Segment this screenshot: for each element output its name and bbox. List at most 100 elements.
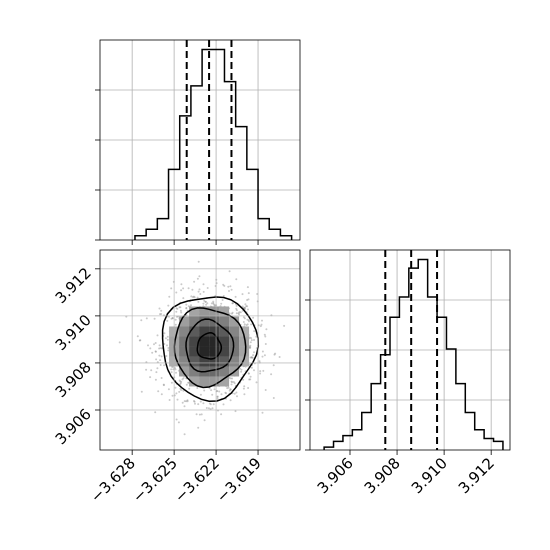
scatter-point bbox=[186, 400, 189, 403]
density-cell bbox=[179, 336, 190, 347]
density-cell bbox=[189, 326, 200, 337]
scatter-point bbox=[212, 403, 215, 406]
scatter-point bbox=[167, 304, 170, 307]
scatter-point bbox=[156, 367, 159, 370]
scatter-point bbox=[208, 402, 211, 405]
scatter-point bbox=[235, 312, 238, 315]
scatter-point bbox=[229, 399, 232, 402]
density-cell bbox=[179, 366, 190, 377]
scatter-point bbox=[197, 260, 200, 263]
scatter-point bbox=[140, 319, 143, 322]
scatter-point bbox=[247, 319, 250, 322]
density-cell bbox=[219, 336, 230, 347]
scatter-point bbox=[232, 381, 235, 383]
scatter-point bbox=[270, 373, 273, 376]
scatter-point bbox=[263, 333, 266, 336]
scatter-point bbox=[176, 307, 179, 310]
scatter-point bbox=[212, 303, 215, 306]
scatter-point bbox=[235, 309, 238, 312]
scatter-point bbox=[199, 393, 202, 396]
density-cell bbox=[199, 316, 210, 327]
scatter-point bbox=[185, 307, 188, 310]
scatter-point bbox=[198, 288, 201, 291]
scatter-point bbox=[163, 364, 166, 367]
scatter-point bbox=[147, 344, 149, 347]
scatter-point bbox=[222, 283, 225, 286]
scatter-point bbox=[243, 385, 246, 388]
scatter-point bbox=[159, 313, 161, 316]
scatter-point bbox=[213, 388, 216, 391]
scatter-point bbox=[251, 356, 254, 359]
scatter-point bbox=[168, 295, 171, 298]
scatter-point bbox=[158, 347, 161, 350]
scatter-point bbox=[199, 400, 202, 403]
scatter-point bbox=[249, 344, 252, 347]
scatter-point bbox=[164, 337, 167, 340]
scatter-point bbox=[187, 287, 190, 290]
scatter-point bbox=[230, 380, 233, 383]
scatter-point bbox=[196, 387, 199, 389]
scatter-point bbox=[248, 345, 251, 348]
scatter-point bbox=[171, 317, 174, 320]
scatter-point bbox=[261, 319, 263, 322]
scatter-point bbox=[236, 395, 238, 398]
scatter-point bbox=[261, 355, 264, 358]
scatter-point bbox=[250, 356, 253, 359]
scatter-point bbox=[209, 403, 212, 406]
scatter-point bbox=[136, 335, 139, 338]
scatter-point bbox=[183, 400, 186, 403]
scatter-point bbox=[174, 368, 177, 371]
scatter-point bbox=[178, 390, 181, 393]
scatter-point bbox=[247, 298, 250, 301]
x-tick-label: −3.625 bbox=[129, 454, 181, 506]
scatter-point bbox=[246, 305, 249, 308]
scatter-point bbox=[234, 410, 237, 413]
scatter-point bbox=[149, 376, 152, 379]
density-cell bbox=[189, 366, 200, 377]
scatter-point bbox=[188, 387, 191, 390]
scatter-point bbox=[247, 387, 250, 389]
scatter-point bbox=[249, 341, 252, 344]
scatter-point bbox=[233, 382, 236, 385]
scatter-point bbox=[166, 335, 169, 338]
scatter-point bbox=[160, 313, 163, 315]
scatter-point bbox=[191, 296, 194, 299]
scatter-point bbox=[174, 323, 177, 326]
scatter-point bbox=[170, 381, 173, 384]
scatter-point bbox=[154, 342, 157, 344]
scatter-point bbox=[224, 391, 227, 394]
marginal-x-panel bbox=[95, 39, 301, 245]
scatter-point bbox=[197, 403, 200, 406]
scatter-point bbox=[204, 300, 207, 303]
scatter-point bbox=[158, 354, 161, 357]
scatter-point bbox=[153, 343, 155, 346]
scatter-point bbox=[240, 368, 243, 371]
density-cell bbox=[239, 326, 250, 337]
scatter-point bbox=[168, 315, 170, 318]
scatter-point bbox=[243, 323, 246, 326]
scatter-point bbox=[235, 278, 238, 281]
scatter-point bbox=[197, 426, 200, 429]
scatter-point bbox=[245, 324, 248, 327]
y-tick-label: 3.910 bbox=[52, 311, 95, 354]
scatter-point bbox=[243, 306, 246, 309]
scatter-point bbox=[162, 384, 165, 387]
scatter-point bbox=[171, 317, 174, 319]
panel-frame bbox=[99, 249, 301, 451]
scatter-point bbox=[175, 310, 178, 313]
scatter-point bbox=[220, 413, 223, 416]
scatter-point bbox=[182, 377, 185, 380]
scatter-point bbox=[154, 350, 157, 353]
scatter-point bbox=[179, 309, 182, 312]
scatter-point bbox=[183, 433, 186, 436]
scatter-point bbox=[202, 302, 205, 305]
scatter-point bbox=[179, 387, 182, 390]
scatter-point bbox=[155, 371, 158, 374]
scatter-point bbox=[221, 299, 224, 301]
scatter-point bbox=[154, 350, 157, 353]
scatter-point bbox=[262, 369, 265, 372]
scatter-point bbox=[179, 382, 182, 385]
scatter-point bbox=[253, 330, 256, 333]
scatter-point bbox=[255, 381, 258, 384]
scatter-point bbox=[223, 284, 226, 287]
